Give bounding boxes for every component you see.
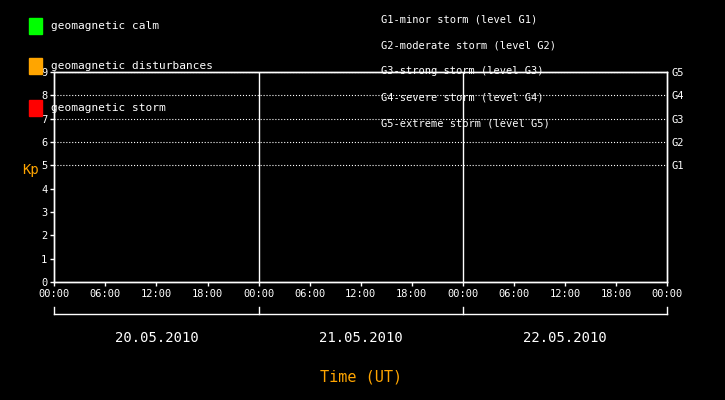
Text: geomagnetic disturbances: geomagnetic disturbances	[51, 61, 212, 71]
Y-axis label: Kp: Kp	[22, 163, 38, 177]
Text: G4-severe storm (level G4): G4-severe storm (level G4)	[381, 92, 543, 102]
Text: geomagnetic storm: geomagnetic storm	[51, 103, 165, 113]
Text: geomagnetic calm: geomagnetic calm	[51, 21, 159, 31]
Text: 20.05.2010: 20.05.2010	[115, 331, 199, 345]
Text: 22.05.2010: 22.05.2010	[523, 331, 607, 345]
Text: G1-minor storm (level G1): G1-minor storm (level G1)	[381, 14, 537, 24]
Text: 21.05.2010: 21.05.2010	[319, 331, 402, 345]
Text: Time (UT): Time (UT)	[320, 369, 402, 384]
Text: G5-extreme storm (level G5): G5-extreme storm (level G5)	[381, 118, 550, 128]
Text: G2-moderate storm (level G2): G2-moderate storm (level G2)	[381, 40, 555, 50]
Text: G3-strong storm (level G3): G3-strong storm (level G3)	[381, 66, 543, 76]
